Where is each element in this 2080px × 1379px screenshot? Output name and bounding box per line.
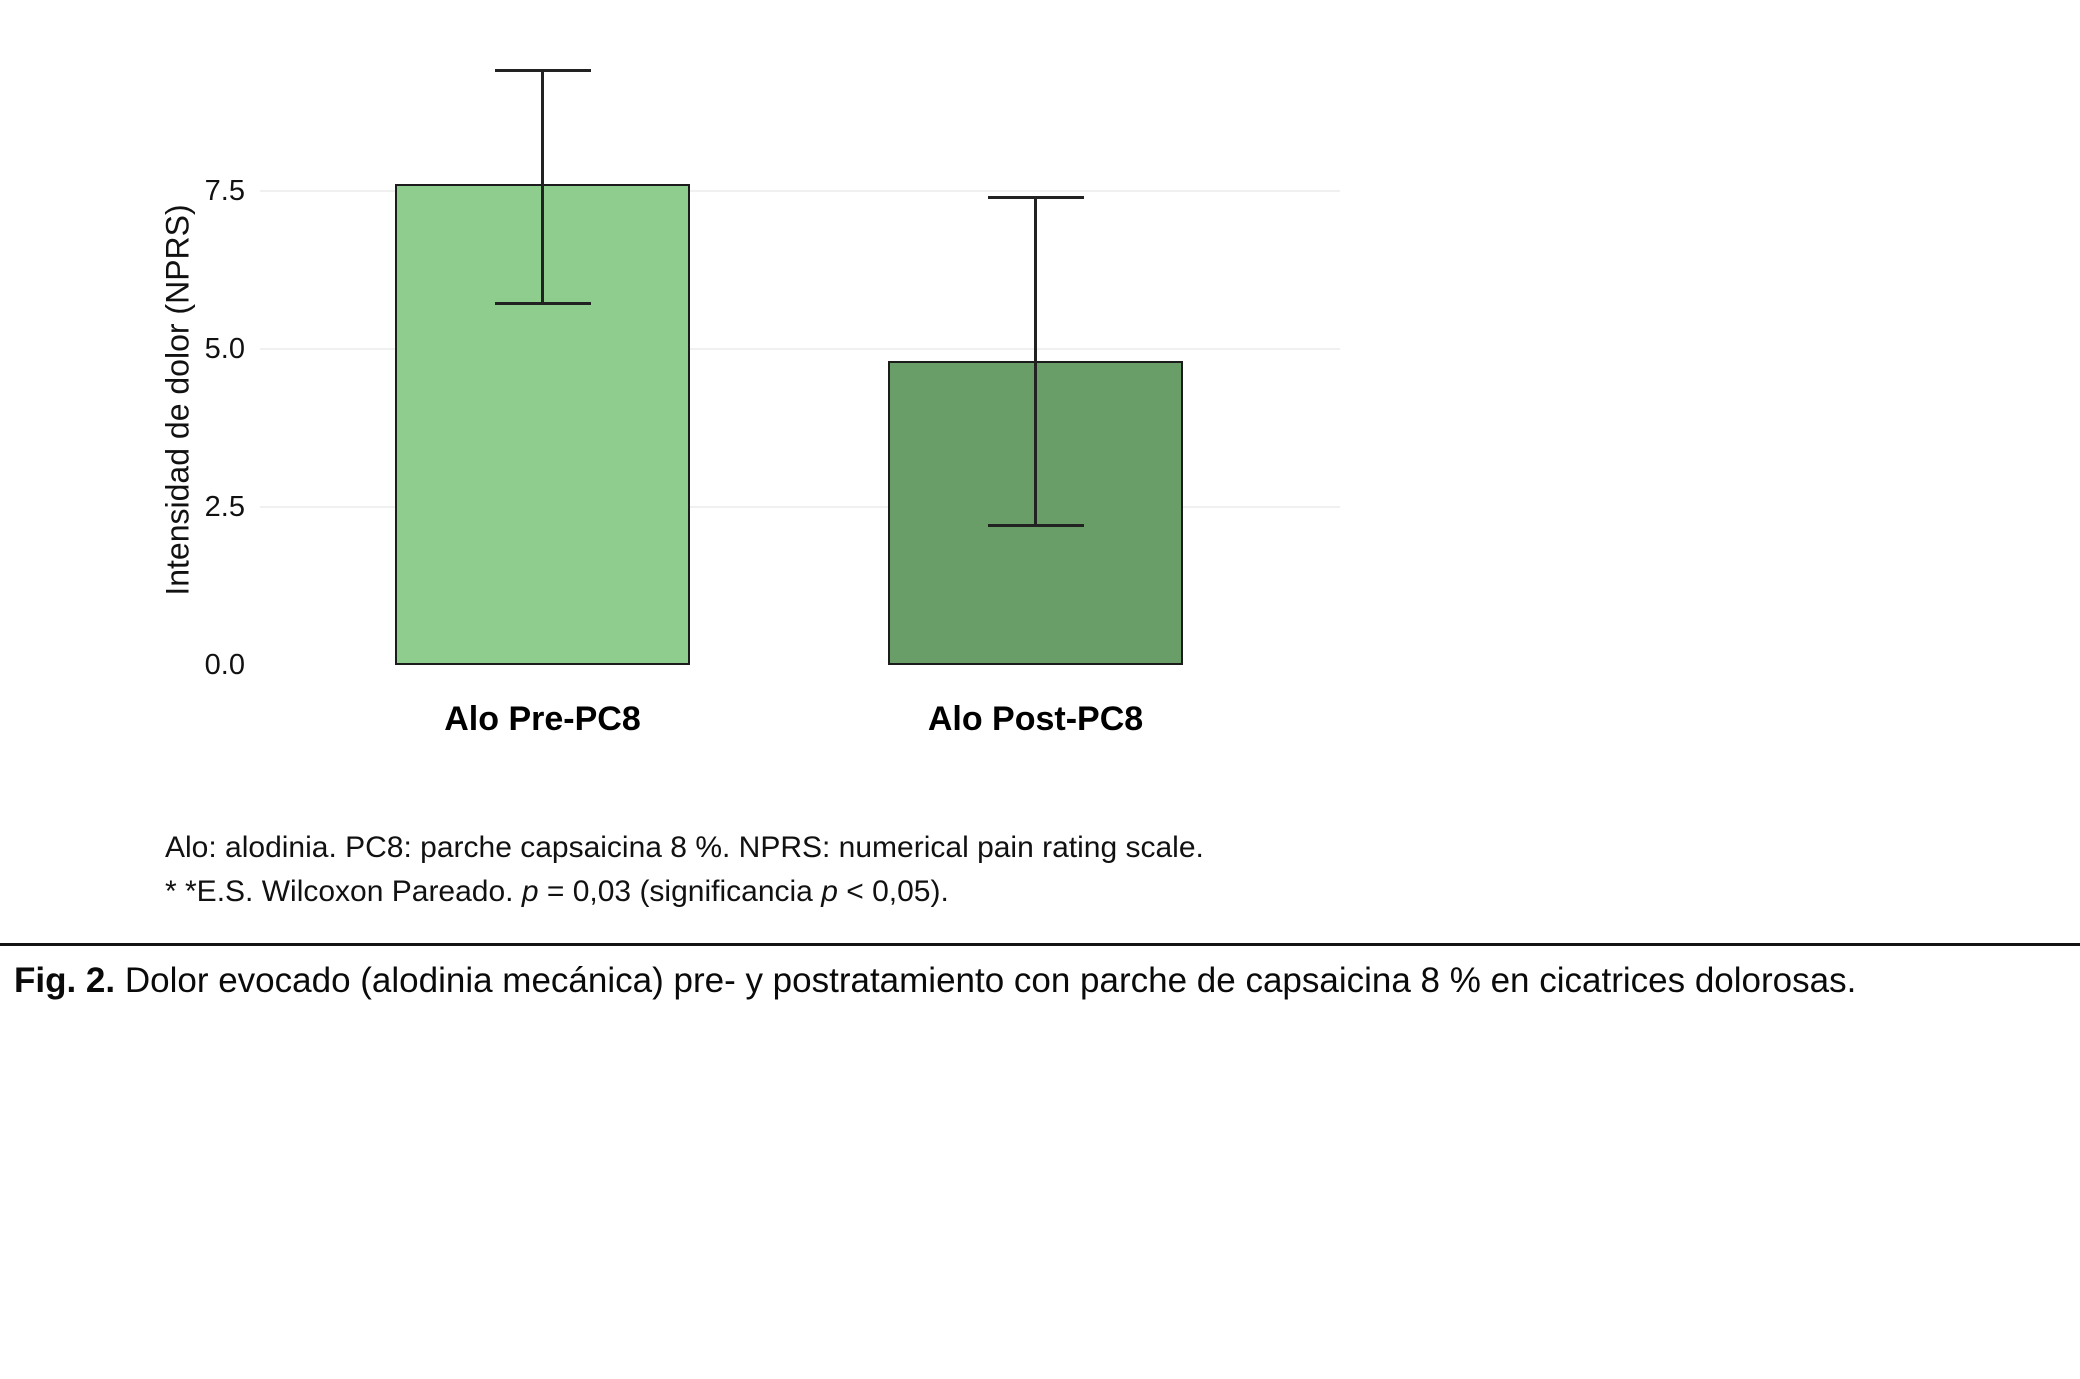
error-bar-line — [541, 70, 544, 305]
error-bar-cap-top — [987, 195, 1084, 199]
footnote2-p2: p — [821, 875, 838, 908]
x-category-label: Alo Post-PC8 — [927, 700, 1144, 738]
error-bar-cap-top — [494, 69, 591, 73]
y-tick-label: 0.0 — [204, 649, 245, 681]
footnote2-part2: = 0,03 (significancia — [538, 875, 822, 908]
y-gridline — [260, 189, 1340, 192]
y-gridline — [260, 347, 1340, 350]
footnote2-p1: p — [521, 875, 539, 908]
figure-caption: Fig. 2. Dolor evocado (alodinia mecánica… — [14, 958, 2066, 1004]
caption-divider — [0, 943, 2080, 946]
y-tick-label: 7.5 — [204, 174, 245, 207]
caption-label: Fig. 2. — [14, 961, 116, 1000]
footnote-line-2: * *E.S. Wilcoxon Pareado. p = 0,03 (sign… — [165, 870, 1204, 914]
error-bar-line — [1034, 196, 1037, 526]
y-axis-label: Intensidad de dolor (NPRS) — [159, 204, 196, 596]
error-bar-cap-bottom — [494, 302, 591, 306]
footnote2-part3: < 0,05). — [837, 875, 949, 908]
footnote-line-1: Alo: alodinia. PC8: parche capsaicina 8 … — [165, 831, 1204, 864]
caption-text: Dolor evocado (alodinia mecánica) pre- y… — [124, 961, 1857, 1000]
plot-area — [260, 45, 1340, 665]
y-tick-label: 5.0 — [204, 332, 245, 365]
bar-chart: Intensidad de dolor (NPRS) 0.0 2.5 5.0 7.5 A… — [159, 45, 1340, 738]
x-category-label: Alo Pre-PC8 — [444, 700, 641, 738]
error-bar-cap-bottom — [987, 523, 1084, 527]
footnote2-part1: * *E.S. Wilcoxon Pareado. — [165, 875, 522, 908]
footnotes: Alo: alodinia. PC8: parche capsaicina 8 … — [165, 826, 1204, 914]
y-tick-label: 2.5 — [204, 490, 245, 523]
y-gridline — [260, 505, 1340, 508]
